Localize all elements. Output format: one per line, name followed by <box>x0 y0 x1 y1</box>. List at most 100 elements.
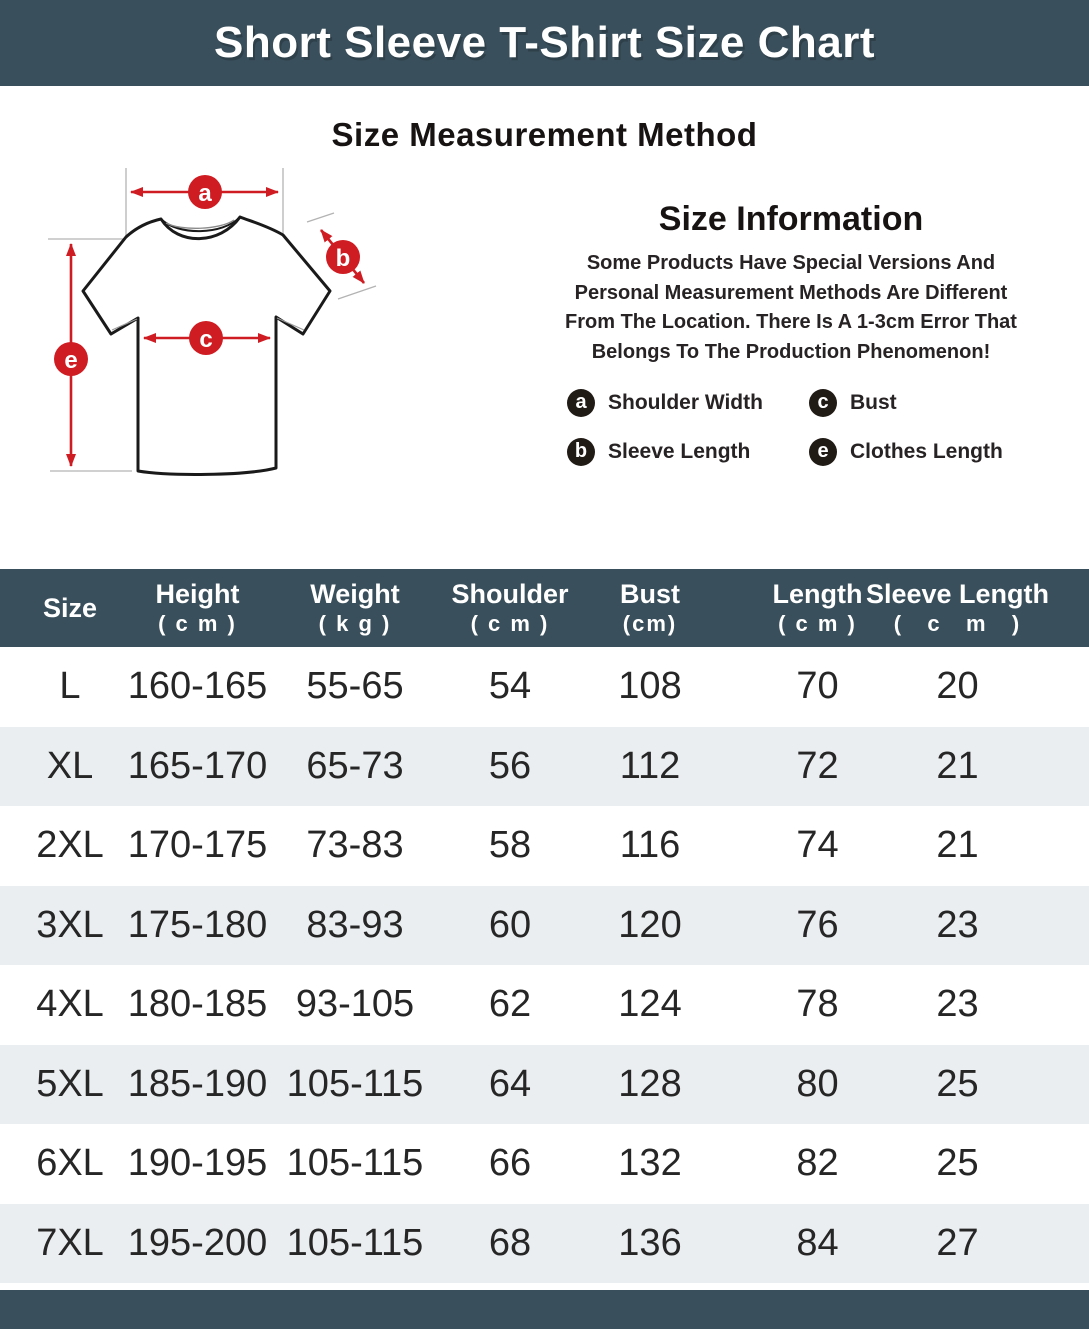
legend-a-icon: a <box>567 389 595 417</box>
table-row: 3XL 175-180 83-93 60 120 76 23 <box>0 885 1089 965</box>
cell-sleeve: 20 <box>936 665 979 708</box>
cell-sleeve: 21 <box>936 744 979 787</box>
cell-height: 195-200 <box>127 1221 268 1264</box>
cell-size: XL <box>46 744 94 787</box>
table-row: 4XL 180-185 93-105 62 124 78 23 <box>0 965 1089 1045</box>
cell-length: 82 <box>796 1142 839 1185</box>
table-row: XL 165-170 65-73 56 112 72 21 <box>0 726 1089 806</box>
cell-shoulder: 58 <box>488 824 532 867</box>
cell-shoulder: 56 <box>488 744 532 787</box>
legend-label: Clothes Length <box>850 440 1003 463</box>
cell-size: 5XL <box>36 1062 104 1105</box>
size-table: Size Height ( c m ) Weight ( k g ) Shoul… <box>0 569 1089 1283</box>
cell-weight: 55-65 <box>306 665 404 708</box>
cell-sleeve: 25 <box>936 1062 979 1105</box>
cell-shoulder: 66 <box>488 1142 532 1185</box>
cell-bust: 108 <box>618 665 682 708</box>
cell-shoulder: 62 <box>488 983 532 1026</box>
legend-label: Bust <box>850 391 897 414</box>
col-header-weight: Weight ( k g ) <box>310 578 400 636</box>
cell-weight: 65-73 <box>306 744 404 787</box>
col-header-shoulder: Shoulder ( c m ) <box>451 578 569 636</box>
measure-point-a-label: a <box>198 180 212 207</box>
legend-item-clothes-length: e Clothes Length <box>809 438 1037 466</box>
cell-bust: 124 <box>618 983 682 1026</box>
info-line: Belongs To The Production Phenomenon! <box>591 340 991 363</box>
cell-height: 190-195 <box>127 1142 268 1185</box>
cell-length: 76 <box>796 903 839 946</box>
measurement-method-heading: Size Measurement Method <box>331 116 758 153</box>
footer-bar <box>0 1290 1089 1329</box>
info-line: Personal Measurement Methods Are Differe… <box>574 281 1008 304</box>
cell-size: 6XL <box>36 1142 104 1185</box>
cell-shoulder: 54 <box>488 665 532 708</box>
measure-point-c-circle <box>189 321 223 355</box>
cell-shoulder: 60 <box>488 903 532 946</box>
cell-weight: 93-105 <box>295 983 415 1026</box>
cell-weight: 83-93 <box>306 903 404 946</box>
tshirt-measurement-diagram: a b c e <box>20 160 420 510</box>
cell-shoulder: 64 <box>488 1062 532 1105</box>
cell-height: 185-190 <box>127 1062 268 1105</box>
size-information-text: Some Products Have Special Versions And … <box>545 249 1037 367</box>
col-header-sleeve-length: Sleeve Length ( c m ) <box>865 578 1050 636</box>
table-row: 2XL 170-175 73-83 58 116 74 21 <box>0 806 1089 886</box>
cell-height: 170-175 <box>127 824 268 867</box>
cell-bust: 132 <box>618 1142 682 1185</box>
page-title: Short Sleeve T-Shirt Size Chart <box>214 18 875 67</box>
col-header-length: Length ( c m ) <box>772 578 863 636</box>
cell-sleeve: 25 <box>936 1142 979 1185</box>
cell-weight: 73-83 <box>306 824 404 867</box>
size-information-heading: Size Information <box>658 200 924 238</box>
legend-item-sleeve-length: b Sleeve Length <box>567 438 809 466</box>
cell-size: L <box>59 665 81 708</box>
table-row: 6XL 190-195 105-115 66 132 82 25 <box>0 1124 1089 1204</box>
cell-height: 180-185 <box>127 983 268 1026</box>
cell-size: 2XL <box>36 824 104 867</box>
measurement-legend: a Shoulder Width c Bust b Sleeve Length … <box>545 389 1037 466</box>
measure-point-a-circle <box>188 175 222 209</box>
table-row: 7XL 195-200 105-115 68 136 84 27 <box>0 1203 1089 1283</box>
legend-e-icon: e <box>809 438 837 466</box>
info-line: Some Products Have Special Versions And <box>586 252 996 274</box>
cell-sleeve: 23 <box>936 983 979 1026</box>
cell-height: 175-180 <box>127 903 268 946</box>
legend-label: Shoulder Width <box>608 391 763 414</box>
measure-point-b-circle <box>326 240 360 274</box>
cell-length: 72 <box>796 744 839 787</box>
cell-length: 74 <box>796 824 839 867</box>
legend-c-icon: c <box>809 389 837 417</box>
cell-length: 80 <box>796 1062 839 1105</box>
banner: Short Sleeve T-Shirt Size Chart <box>0 0 1089 86</box>
measure-point-e-label: e <box>64 347 77 374</box>
size-information-section: Size Information Some Products Have Spec… <box>545 200 1037 466</box>
tshirt-diagram-svg: a b c e <box>48 168 377 476</box>
cell-bust: 116 <box>619 824 681 867</box>
cell-bust: 128 <box>618 1062 682 1105</box>
cell-weight: 105-115 <box>286 1221 424 1264</box>
col-header-size: Size <box>42 592 98 623</box>
col-header-bust: Bust (cm) <box>620 578 680 636</box>
table-row: 5XL 185-190 105-115 64 128 80 25 <box>0 1044 1089 1124</box>
cell-length: 84 <box>796 1221 839 1264</box>
measure-point-b-label: b <box>336 245 351 272</box>
legend-item-shoulder-width: a Shoulder Width <box>567 389 809 417</box>
cell-height: 160-165 <box>127 665 268 708</box>
cell-sleeve: 23 <box>936 903 979 946</box>
cell-size: 7XL <box>36 1221 104 1264</box>
cell-weight: 105-115 <box>286 1142 424 1185</box>
cell-weight: 105-115 <box>286 1062 424 1105</box>
cell-bust: 136 <box>618 1221 682 1264</box>
table-row: L 160-165 55-65 54 108 70 20 <box>0 647 1089 727</box>
col-header-height: Height ( c m ) <box>155 578 240 636</box>
info-line: From The Location. There Is A 1-3cm Erro… <box>565 311 1017 333</box>
cell-length: 78 <box>796 983 839 1026</box>
cell-sleeve: 27 <box>936 1221 979 1264</box>
measure-point-e-circle <box>54 342 88 376</box>
cell-height: 165-170 <box>127 744 268 787</box>
cell-length: 70 <box>796 665 839 708</box>
cell-shoulder: 68 <box>488 1221 532 1264</box>
measure-point-circles: a b c e <box>54 175 360 376</box>
legend-b-icon: b <box>567 438 595 466</box>
